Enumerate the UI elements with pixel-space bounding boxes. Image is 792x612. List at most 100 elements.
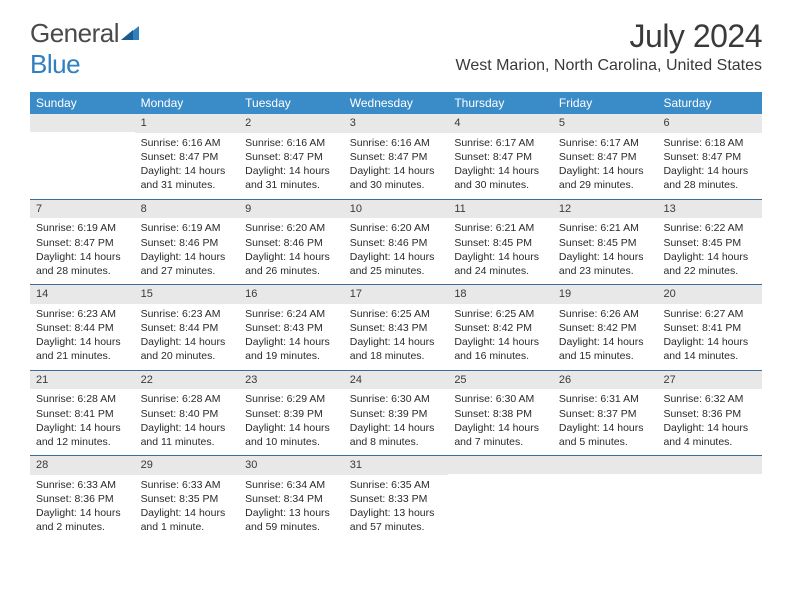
day-cell: 3Sunrise: 6:16 AMSunset: 8:47 PMDaylight… [344,114,449,199]
day-number: 24 [344,371,449,390]
day-cell: 28Sunrise: 6:33 AMSunset: 8:36 PMDayligh… [30,456,135,541]
sunset-text: Sunset: 8:47 PM [36,236,129,250]
day-cell: 15Sunrise: 6:23 AMSunset: 8:44 PMDayligh… [135,285,240,370]
sunrise-text: Sunrise: 6:21 AM [454,221,547,235]
sunset-text: Sunset: 8:42 PM [454,321,547,335]
week-row: 21Sunrise: 6:28 AMSunset: 8:41 PMDayligh… [30,371,762,457]
sunset-text: Sunset: 8:39 PM [350,407,443,421]
day-number: 20 [657,285,762,304]
sunrise-text: Sunrise: 6:30 AM [350,392,443,406]
sunrise-text: Sunrise: 6:24 AM [245,307,338,321]
dow-sunday: Sunday [30,92,135,114]
dow-tuesday: Tuesday [239,92,344,114]
daylight-text: Daylight: 14 hours and 31 minutes. [141,164,234,192]
dow-friday: Friday [553,92,658,114]
sunrise-text: Sunrise: 6:32 AM [663,392,756,406]
day-body [448,474,553,534]
day-body: Sunrise: 6:25 AMSunset: 8:42 PMDaylight:… [448,304,553,370]
day-number: 14 [30,285,135,304]
day-cell: 14Sunrise: 6:23 AMSunset: 8:44 PMDayligh… [30,285,135,370]
sunrise-text: Sunrise: 6:29 AM [245,392,338,406]
day-number: 31 [344,456,449,475]
sunset-text: Sunset: 8:47 PM [141,150,234,164]
sunset-text: Sunset: 8:35 PM [141,492,234,506]
day-number: 10 [344,200,449,219]
day-body: Sunrise: 6:27 AMSunset: 8:41 PMDaylight:… [657,304,762,370]
sunset-text: Sunset: 8:46 PM [141,236,234,250]
sunrise-text: Sunrise: 6:20 AM [350,221,443,235]
day-cell: 7Sunrise: 6:19 AMSunset: 8:47 PMDaylight… [30,200,135,285]
sunset-text: Sunset: 8:45 PM [663,236,756,250]
day-number: 2 [239,114,344,133]
sunset-text: Sunset: 8:40 PM [141,407,234,421]
calendar: Sunday Monday Tuesday Wednesday Thursday… [30,92,762,541]
sunrise-text: Sunrise: 6:33 AM [36,478,129,492]
day-cell: 17Sunrise: 6:25 AMSunset: 8:43 PMDayligh… [344,285,449,370]
day-body: Sunrise: 6:30 AMSunset: 8:38 PMDaylight:… [448,389,553,455]
day-cell: 27Sunrise: 6:32 AMSunset: 8:36 PMDayligh… [657,371,762,456]
day-number: 11 [448,200,553,219]
sunset-text: Sunset: 8:37 PM [559,407,652,421]
day-number: 18 [448,285,553,304]
sunrise-text: Sunrise: 6:19 AM [36,221,129,235]
day-cell: 8Sunrise: 6:19 AMSunset: 8:46 PMDaylight… [135,200,240,285]
day-cell: 16Sunrise: 6:24 AMSunset: 8:43 PMDayligh… [239,285,344,370]
day-cell: 18Sunrise: 6:25 AMSunset: 8:42 PMDayligh… [448,285,553,370]
sunset-text: Sunset: 8:44 PM [141,321,234,335]
daylight-text: Daylight: 14 hours and 20 minutes. [141,335,234,363]
daylight-text: Daylight: 14 hours and 2 minutes. [36,506,129,534]
day-cell: 13Sunrise: 6:22 AMSunset: 8:45 PMDayligh… [657,200,762,285]
week-row: 14Sunrise: 6:23 AMSunset: 8:44 PMDayligh… [30,285,762,371]
day-body: Sunrise: 6:20 AMSunset: 8:46 PMDaylight:… [344,218,449,284]
sunset-text: Sunset: 8:47 PM [245,150,338,164]
day-number: 27 [657,371,762,390]
daylight-text: Daylight: 14 hours and 10 minutes. [245,421,338,449]
sunrise-text: Sunrise: 6:28 AM [141,392,234,406]
day-body: Sunrise: 6:32 AMSunset: 8:36 PMDaylight:… [657,389,762,455]
sunset-text: Sunset: 8:43 PM [350,321,443,335]
day-number: 29 [135,456,240,475]
sunrise-text: Sunrise: 6:17 AM [559,136,652,150]
sunrise-text: Sunrise: 6:17 AM [454,136,547,150]
sunset-text: Sunset: 8:33 PM [350,492,443,506]
day-number: 21 [30,371,135,390]
sunset-text: Sunset: 8:47 PM [350,150,443,164]
day-number: 25 [448,371,553,390]
sunset-text: Sunset: 8:47 PM [663,150,756,164]
day-cell: 22Sunrise: 6:28 AMSunset: 8:40 PMDayligh… [135,371,240,456]
sunset-text: Sunset: 8:38 PM [454,407,547,421]
day-number: 22 [135,371,240,390]
daylight-text: Daylight: 14 hours and 5 minutes. [559,421,652,449]
day-body: Sunrise: 6:29 AMSunset: 8:39 PMDaylight:… [239,389,344,455]
sunset-text: Sunset: 8:42 PM [559,321,652,335]
sunrise-text: Sunrise: 6:20 AM [245,221,338,235]
day-body [30,132,135,192]
daylight-text: Daylight: 14 hours and 29 minutes. [559,164,652,192]
day-cell [30,114,135,199]
page-header: General Blue July 2024 West Marion, Nort… [0,0,792,84]
dow-row: Sunday Monday Tuesday Wednesday Thursday… [30,92,762,114]
day-cell: 29Sunrise: 6:33 AMSunset: 8:35 PMDayligh… [135,456,240,541]
sunrise-text: Sunrise: 6:23 AM [141,307,234,321]
daylight-text: Daylight: 14 hours and 24 minutes. [454,250,547,278]
sunrise-text: Sunrise: 6:22 AM [663,221,756,235]
sunset-text: Sunset: 8:44 PM [36,321,129,335]
day-number: 1 [135,114,240,133]
sunset-text: Sunset: 8:45 PM [559,236,652,250]
sunrise-text: Sunrise: 6:27 AM [663,307,756,321]
sunrise-text: Sunrise: 6:33 AM [141,478,234,492]
day-number [448,456,553,474]
sunrise-text: Sunrise: 6:16 AM [350,136,443,150]
sunset-text: Sunset: 8:47 PM [454,150,547,164]
day-body: Sunrise: 6:21 AMSunset: 8:45 PMDaylight:… [553,218,658,284]
day-number: 6 [657,114,762,133]
day-number: 5 [553,114,658,133]
day-cell [657,456,762,541]
daylight-text: Daylight: 14 hours and 18 minutes. [350,335,443,363]
day-body: Sunrise: 6:35 AMSunset: 8:33 PMDaylight:… [344,475,449,541]
daylight-text: Daylight: 14 hours and 7 minutes. [454,421,547,449]
sunset-text: Sunset: 8:46 PM [245,236,338,250]
logo-text: General Blue [30,18,141,80]
day-number: 28 [30,456,135,475]
sunrise-text: Sunrise: 6:19 AM [141,221,234,235]
